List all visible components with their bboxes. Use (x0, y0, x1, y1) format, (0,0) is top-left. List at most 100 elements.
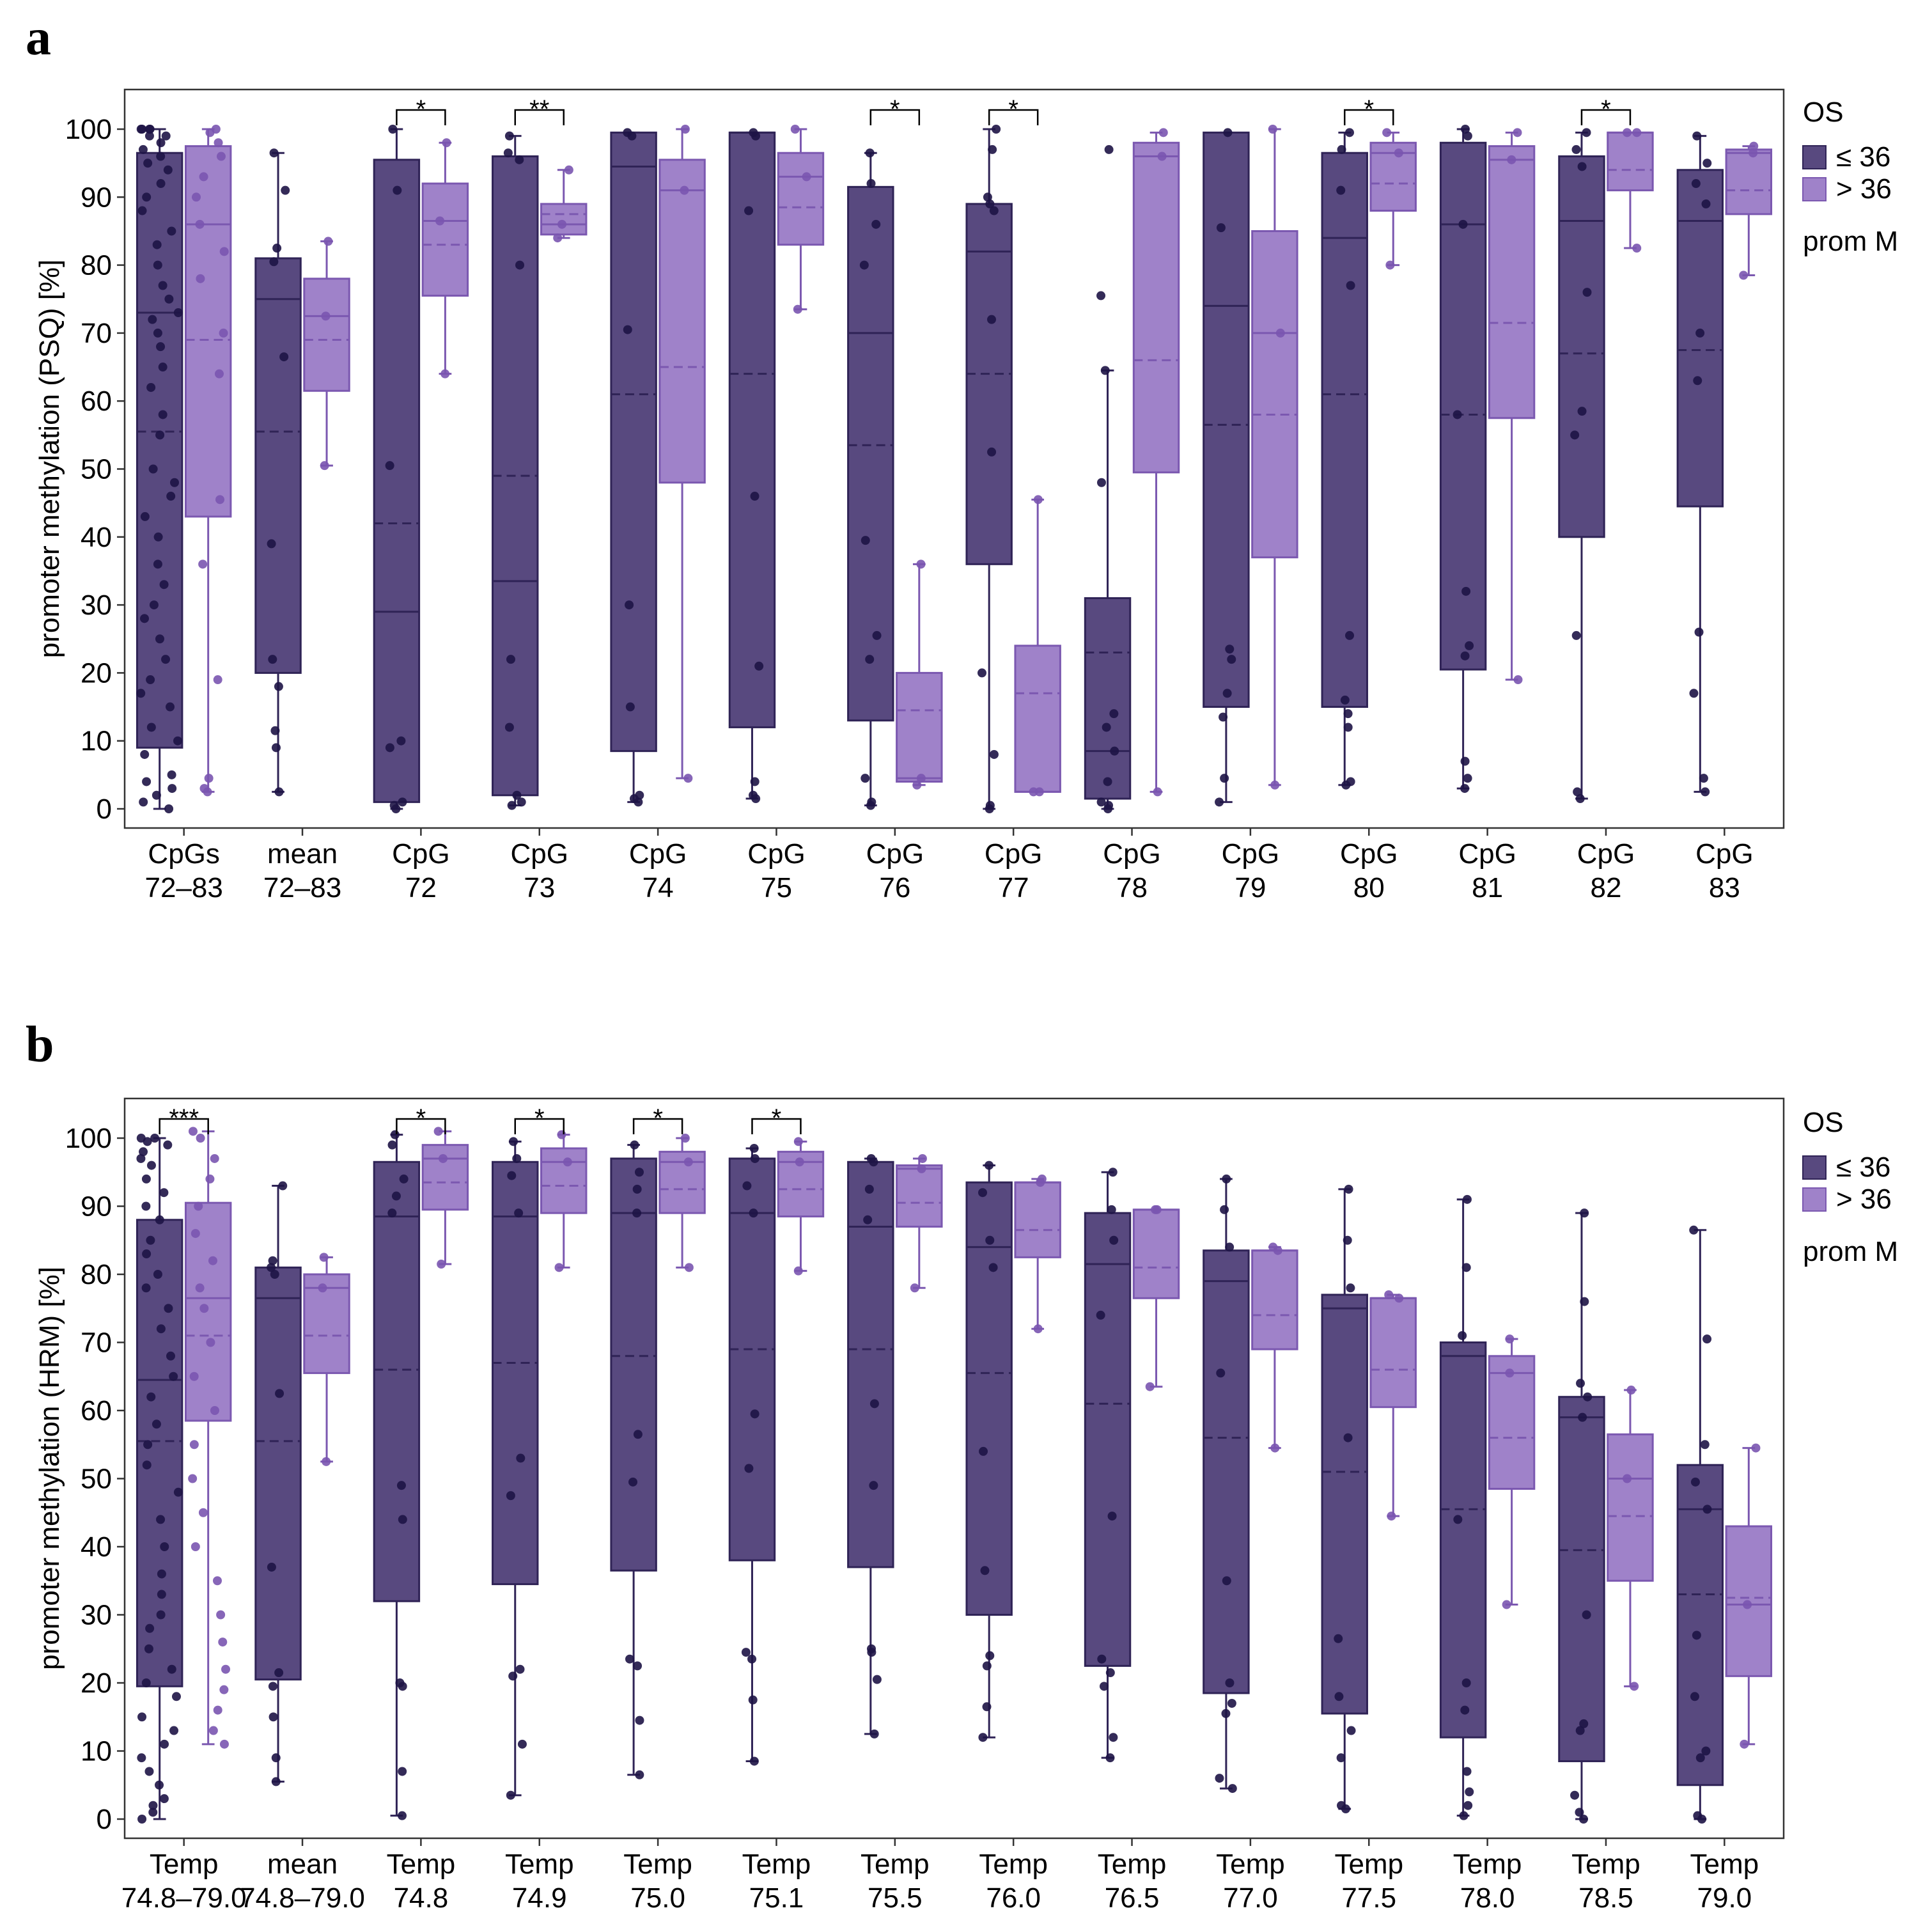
data-point (859, 260, 869, 270)
box-os-le-36 (728, 1143, 776, 1766)
significance-label: * (1364, 95, 1374, 123)
data-point (204, 774, 214, 783)
x-tick-label: CpGs (148, 838, 219, 870)
data-point (871, 219, 881, 229)
box-iqr (1321, 152, 1368, 708)
data-point (161, 131, 171, 141)
x-tick-label: CpG (392, 838, 449, 870)
data-point (1108, 1168, 1118, 1177)
box-iqr (896, 671, 943, 783)
significance-label: * (1601, 95, 1611, 123)
data-point (916, 559, 926, 569)
data-point (437, 1260, 446, 1269)
data-point (630, 1140, 639, 1150)
data-point (978, 1188, 988, 1198)
data-point (977, 668, 986, 678)
data-point (623, 128, 632, 137)
box-iqr (1607, 1433, 1654, 1582)
x-tick-label: 77.5 (1341, 1882, 1396, 1914)
data-point (1215, 1774, 1224, 1783)
data-point (210, 1153, 219, 1163)
data-point (1344, 128, 1354, 137)
y-tick-label: 20 (81, 1668, 112, 1699)
x-tick-label: 75 (761, 872, 792, 903)
data-point (153, 260, 162, 270)
data-point (1344, 1184, 1353, 1194)
box-os-le-36 (610, 128, 657, 807)
data-point (1461, 1678, 1471, 1687)
data-point (1151, 1205, 1160, 1214)
y-tick-label: 0 (97, 793, 112, 825)
data-point (1387, 1512, 1396, 1521)
data-point (137, 125, 147, 134)
data-point (136, 689, 146, 698)
data-point (504, 723, 514, 732)
data-point (1382, 128, 1392, 137)
significance-label: * (416, 95, 426, 123)
box-os-gt-36 (1725, 141, 1773, 280)
data-point (553, 233, 563, 243)
data-point (988, 145, 997, 154)
data-point (1632, 128, 1642, 137)
data-point (1346, 1283, 1355, 1293)
data-point (1465, 641, 1474, 650)
x-tick-label: CpG (985, 838, 1042, 870)
legend-note: prom M (1803, 226, 1898, 257)
x-tick-label: Temp (979, 1849, 1048, 1880)
box-os-gt-36 (1488, 128, 1536, 685)
data-point (267, 539, 276, 549)
data-point (684, 1263, 694, 1272)
x-tick-label: 79 (1235, 872, 1266, 903)
box-iqr (1558, 155, 1605, 538)
data-point (139, 797, 148, 807)
data-point (387, 1140, 397, 1150)
data-point (985, 1235, 995, 1245)
data-point (1097, 478, 1107, 487)
data-point (872, 1675, 882, 1684)
data-point (1695, 328, 1705, 338)
data-point (517, 1739, 527, 1749)
box-iqr (1251, 1249, 1298, 1350)
data-point (219, 1685, 229, 1694)
data-point (146, 1161, 156, 1170)
data-point (1103, 777, 1112, 786)
y-tick-label: 60 (81, 1395, 112, 1426)
data-point (1623, 128, 1632, 137)
panel-a-chart: a 0 10 20 30 40 50 60 70 80 90 100 promoter methylat… (26, 10, 1898, 903)
legend-title: OS (1803, 97, 1844, 128)
x-tick-label: 75.1 (749, 1882, 804, 1914)
data-point (148, 464, 158, 474)
box-iqr (1084, 597, 1132, 800)
data-point (633, 1661, 643, 1671)
data-point (158, 363, 167, 372)
box-iqr (1369, 1297, 1417, 1409)
data-point (1459, 1811, 1468, 1820)
data-point (517, 797, 526, 807)
data-point (1109, 1733, 1118, 1742)
data-point (268, 1256, 277, 1265)
box-os-le-36 (610, 1140, 657, 1779)
data-point (741, 1648, 751, 1657)
data-point (145, 1623, 155, 1633)
data-point (1334, 1634, 1343, 1643)
data-point (1462, 1767, 1472, 1776)
data-point (793, 1137, 803, 1146)
x-tick-label: Temp (1216, 1849, 1285, 1880)
data-point (515, 260, 525, 270)
box-os-gt-36 (303, 1253, 350, 1466)
data-point (195, 219, 205, 229)
data-point (1505, 1368, 1515, 1378)
data-point (152, 240, 162, 249)
data-point (754, 661, 764, 671)
data-point (169, 1372, 178, 1381)
data-point (155, 1215, 164, 1224)
data-point (137, 1712, 147, 1722)
data-point (215, 495, 225, 504)
data-point (683, 774, 693, 783)
y-tick-label: 20 (81, 657, 112, 689)
data-point (1701, 787, 1710, 797)
box-os-gt-36 (1251, 125, 1298, 790)
data-point (1453, 1515, 1463, 1524)
panel-letter-a: a (26, 10, 51, 66)
